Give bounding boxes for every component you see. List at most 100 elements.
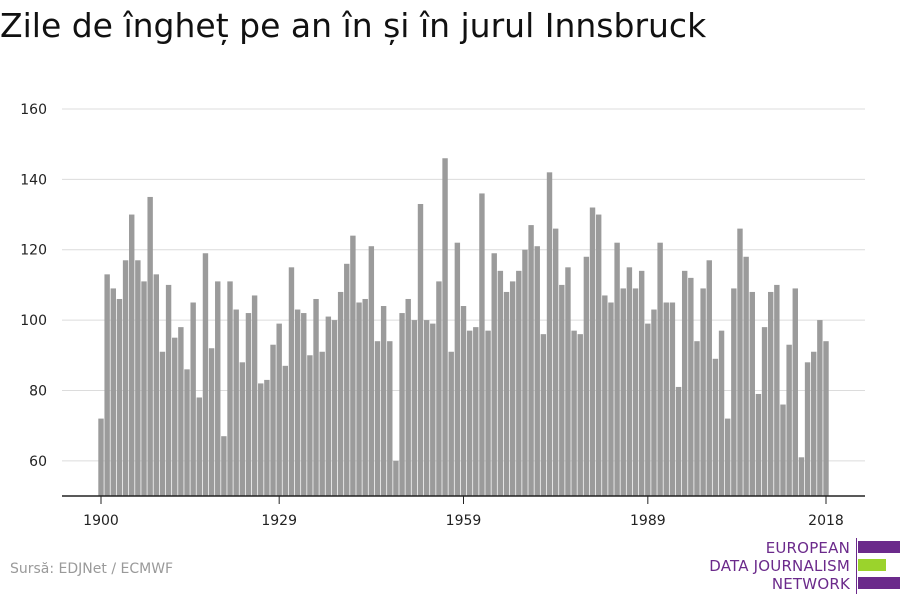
bar-1929 <box>276 323 282 496</box>
bar-1949 <box>399 313 405 496</box>
logo-line-1: EUROPEAN <box>765 539 850 557</box>
bar-1932 <box>294 309 301 496</box>
bar-1957 <box>448 351 454 496</box>
bar-1946 <box>380 306 387 496</box>
y-tick-label: 120 <box>20 243 47 259</box>
bar-2018 <box>823 341 829 496</box>
bar-1901 <box>104 274 110 496</box>
logo-text: EUROPEAN DATA JOURNALISM NETWORK <box>709 539 850 593</box>
bar-1978 <box>577 334 583 496</box>
bar-1952 <box>417 203 424 497</box>
bar-1971 <box>534 246 540 496</box>
bar-1945 <box>374 341 381 496</box>
logo-bar-bottom <box>858 577 900 589</box>
bar-1948 <box>393 460 399 496</box>
x-tick-label: 1900 <box>83 513 119 529</box>
bar-1908 <box>147 196 153 496</box>
y-tick-label: 100 <box>20 313 47 329</box>
logo-bar-middle <box>858 559 886 571</box>
bar-1907 <box>141 281 147 496</box>
x-tick-label: 1989 <box>630 513 666 529</box>
bar-2009 <box>768 291 774 496</box>
bar-2013 <box>792 288 798 496</box>
bar-2006 <box>749 291 755 496</box>
bar-1930 <box>282 365 289 496</box>
bar-1915 <box>190 302 196 496</box>
bar-1902 <box>110 288 116 496</box>
bar-1942 <box>356 302 362 496</box>
bar-1983 <box>608 302 614 496</box>
bar-1967 <box>509 281 516 496</box>
bar-1933 <box>301 313 307 496</box>
bar-1970 <box>528 225 534 496</box>
bar-1964 <box>491 253 497 496</box>
source-note: Sursă: EDJNet / ECMWF <box>10 561 174 577</box>
bar-1959 <box>460 306 467 496</box>
bar-1974 <box>552 228 559 496</box>
bar-2015 <box>804 362 811 496</box>
y-tick-label: 140 <box>20 172 47 188</box>
bar-1939 <box>337 291 344 496</box>
bar-2017 <box>817 320 823 496</box>
x-tick-label: 1929 <box>261 513 297 529</box>
y-tick-label: 60 <box>29 454 47 470</box>
logo-line-2: DATA JOURNALISM <box>709 557 850 575</box>
bar-1960 <box>466 330 473 496</box>
bar-1925 <box>251 295 258 496</box>
bar-2004 <box>737 228 743 496</box>
bar-1943 <box>362 298 368 496</box>
bar-1963 <box>485 330 491 496</box>
bar-1980 <box>589 207 596 496</box>
bar-1931 <box>288 267 295 496</box>
bar-1987 <box>632 288 639 496</box>
bar-1975 <box>559 284 565 496</box>
bar-1966 <box>503 291 510 496</box>
chart-title: Zile de îngheț pe an în și în jurul Inns… <box>0 6 707 45</box>
bar-1997 <box>694 341 700 496</box>
bar-1998 <box>700 288 706 496</box>
bar-2005 <box>743 256 749 496</box>
bar-2012 <box>786 344 792 496</box>
bar-1972 <box>540 334 547 496</box>
bar-2007 <box>755 393 762 496</box>
bar-1976 <box>565 267 571 496</box>
bar-1989 <box>645 323 651 496</box>
bar-1990 <box>651 309 657 496</box>
bar-1918 <box>208 348 215 496</box>
bar-1981 <box>595 214 602 497</box>
bar-2016 <box>811 351 817 496</box>
bar-1982 <box>602 295 608 496</box>
bar-1992 <box>663 302 669 496</box>
bar-1965 <box>497 270 504 496</box>
bar-1999 <box>706 260 712 496</box>
bar-1985 <box>620 288 626 496</box>
bar-1977 <box>571 330 577 496</box>
bar-1936 <box>319 351 325 496</box>
logo-line-3: NETWORK <box>771 575 850 593</box>
bar-2014 <box>798 457 805 496</box>
bar-1924 <box>245 313 252 496</box>
bar-1921 <box>227 281 233 496</box>
bar-1940 <box>344 263 350 496</box>
bar-1900 <box>98 418 104 496</box>
bar-1973 <box>546 172 553 496</box>
bar-2001 <box>718 330 725 496</box>
bar-1911 <box>165 284 172 496</box>
bar-1926 <box>258 383 264 496</box>
bar-1969 <box>522 249 528 496</box>
bar-1916 <box>196 397 203 496</box>
bar-1994 <box>675 386 682 496</box>
bar-1950 <box>405 298 411 496</box>
bar-1938 <box>331 320 338 496</box>
bar-1923 <box>239 362 246 496</box>
bar-1922 <box>233 309 239 496</box>
bar-1953 <box>423 320 430 496</box>
bar-1993 <box>669 302 676 496</box>
bar-1913 <box>178 327 184 496</box>
bar-1928 <box>270 344 276 496</box>
bar-1917 <box>202 253 209 496</box>
bar-1909 <box>153 274 159 496</box>
bar-1968 <box>516 270 522 496</box>
bar-1947 <box>387 341 393 496</box>
